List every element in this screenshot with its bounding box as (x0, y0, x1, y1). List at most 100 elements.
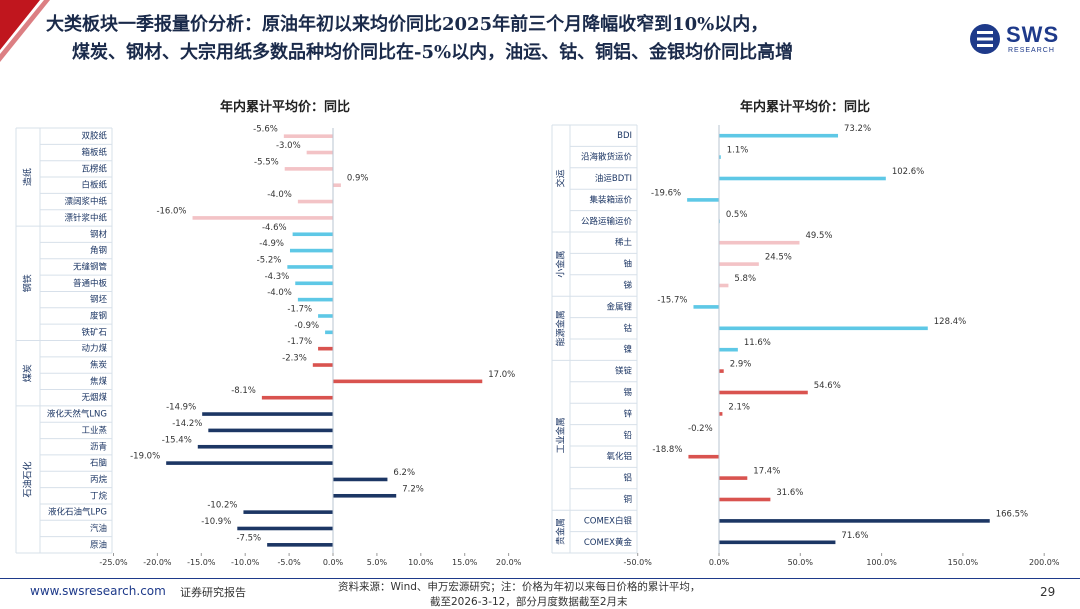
x-tick-label: -20.0% (143, 558, 172, 567)
left-bar-chart: 造纸 双胶纸 -5.6% 箱板纸 -3.0% 瓦楞纸 -5.5% 白板纸 0.9% 漂阔浆中纸 -4… (15, 125, 522, 567)
sws-logo-icon (970, 24, 1000, 54)
category-label: 漂针浆中纸 (64, 212, 107, 223)
bar (693, 305, 719, 309)
category-label: 铝 (623, 473, 632, 484)
category-label: 白板纸 (81, 180, 107, 191)
bar (719, 283, 729, 288)
bar (719, 476, 748, 480)
group-label: 造纸 (22, 168, 34, 186)
category-label: 氧化铝 (606, 451, 632, 462)
category-label: 锌 (623, 408, 632, 419)
x-tick-label: 5.0% (367, 558, 388, 567)
category-label: 液化石油气LPG (48, 507, 107, 518)
data-label: -4.9% (259, 239, 284, 249)
bar (719, 262, 759, 266)
footer-website-link[interactable]: www.swsresearch.com (30, 584, 166, 598)
bar (295, 281, 333, 286)
data-label: -5.6% (253, 125, 278, 135)
x-tick-label: 50.0% (788, 558, 814, 567)
x-tick-label: -25.0% (99, 558, 128, 567)
bar (306, 150, 333, 155)
category-label: 铅 (623, 430, 632, 441)
category-label: 油运BDTI (595, 173, 632, 184)
category-label: 丁烷 (90, 490, 108, 501)
bar (297, 199, 333, 204)
bar (312, 363, 333, 367)
category-label: 工业蒸 (81, 425, 107, 436)
x-tick-label: 20.0% (496, 558, 522, 567)
category-label: 锡 (623, 388, 632, 398)
data-label: 54.6% (814, 381, 841, 391)
group-label: 石油石化 (22, 461, 34, 497)
group-label: 能源金属 (555, 310, 567, 346)
data-label: 0.9% (347, 174, 369, 184)
category-label: 锑 (623, 280, 632, 291)
data-label: -19.6% (651, 188, 681, 198)
category-label: 瓦楞纸 (81, 163, 107, 174)
bar (718, 433, 720, 438)
category-label: 丙烷 (90, 474, 108, 485)
data-label: -8.1% (231, 386, 256, 396)
bar (192, 216, 333, 220)
left-chart-title: 年内累计平均价：同比 (220, 100, 351, 115)
x-tick-label: 150.0% (948, 558, 979, 567)
category-label: 汽油 (90, 523, 107, 534)
x-tick-label: 200.0% (1029, 558, 1060, 567)
bar (283, 134, 333, 138)
category-label: 公路运输运价 (581, 216, 633, 227)
bar (297, 297, 333, 302)
category-label: 动力煤 (81, 343, 107, 354)
data-label: 166.5% (996, 509, 1028, 519)
data-label: -3.0% (276, 141, 301, 151)
data-label: -10.9% (201, 517, 231, 527)
data-label: -5.2% (257, 255, 282, 265)
data-label: -2.3% (282, 354, 307, 364)
category-label: BDI (617, 131, 632, 141)
category-label: 铜 (623, 494, 632, 505)
bar (292, 232, 333, 237)
x-tick-label: 0.0% (709, 558, 730, 567)
bar (719, 497, 771, 502)
bar (289, 248, 333, 253)
data-label: -16.0% (156, 206, 186, 216)
header-red-stripe (0, 0, 50, 62)
data-label: -0.2% (688, 424, 713, 434)
bar (719, 155, 721, 159)
category-label: 无烟煤 (81, 392, 107, 403)
data-label: -7.5% (236, 533, 261, 543)
data-label: -15.7% (657, 295, 687, 305)
category-label: 集装箱运价 (589, 194, 632, 205)
data-label: 128.4% (934, 317, 966, 327)
bar (261, 395, 333, 400)
bar (166, 461, 333, 465)
data-label: 2.9% (730, 360, 752, 370)
category-label: 石脑 (90, 458, 108, 469)
data-label: -19.0% (130, 452, 160, 462)
bar (719, 219, 720, 224)
bar (287, 265, 333, 269)
bar (719, 519, 990, 523)
bar (719, 326, 928, 331)
data-label: 1.1% (727, 146, 749, 156)
bar (719, 540, 836, 545)
data-label: 17.0% (488, 370, 515, 380)
category-label: 双胶纸 (81, 131, 107, 142)
category-label: 钴 (623, 323, 632, 334)
category-label: 废钢 (90, 310, 107, 321)
bar (719, 133, 839, 138)
group-label: 小金属 (555, 251, 567, 278)
x-tick-label: -50.0% (624, 558, 653, 567)
category-label: 金属锂 (606, 301, 632, 312)
bar (318, 346, 333, 351)
category-label: 液化天然气LNG (47, 409, 107, 420)
data-label: 102.6% (892, 167, 924, 177)
category-label: 稀土 (615, 237, 633, 248)
bar (208, 428, 333, 433)
data-label: -10.2% (207, 501, 237, 511)
data-label: 71.6% (841, 531, 868, 541)
bar (197, 444, 333, 449)
page-title-line-2: 煤炭、钢材、大宗用纸多数品种均价同比在-5%以内，油运、钴、铜铝、金银均价同比高… (72, 42, 794, 63)
data-label: -14.2% (172, 419, 202, 429)
footer-report-type: 证券研究报告 (180, 586, 246, 599)
category-label: 箱板纸 (81, 147, 107, 158)
